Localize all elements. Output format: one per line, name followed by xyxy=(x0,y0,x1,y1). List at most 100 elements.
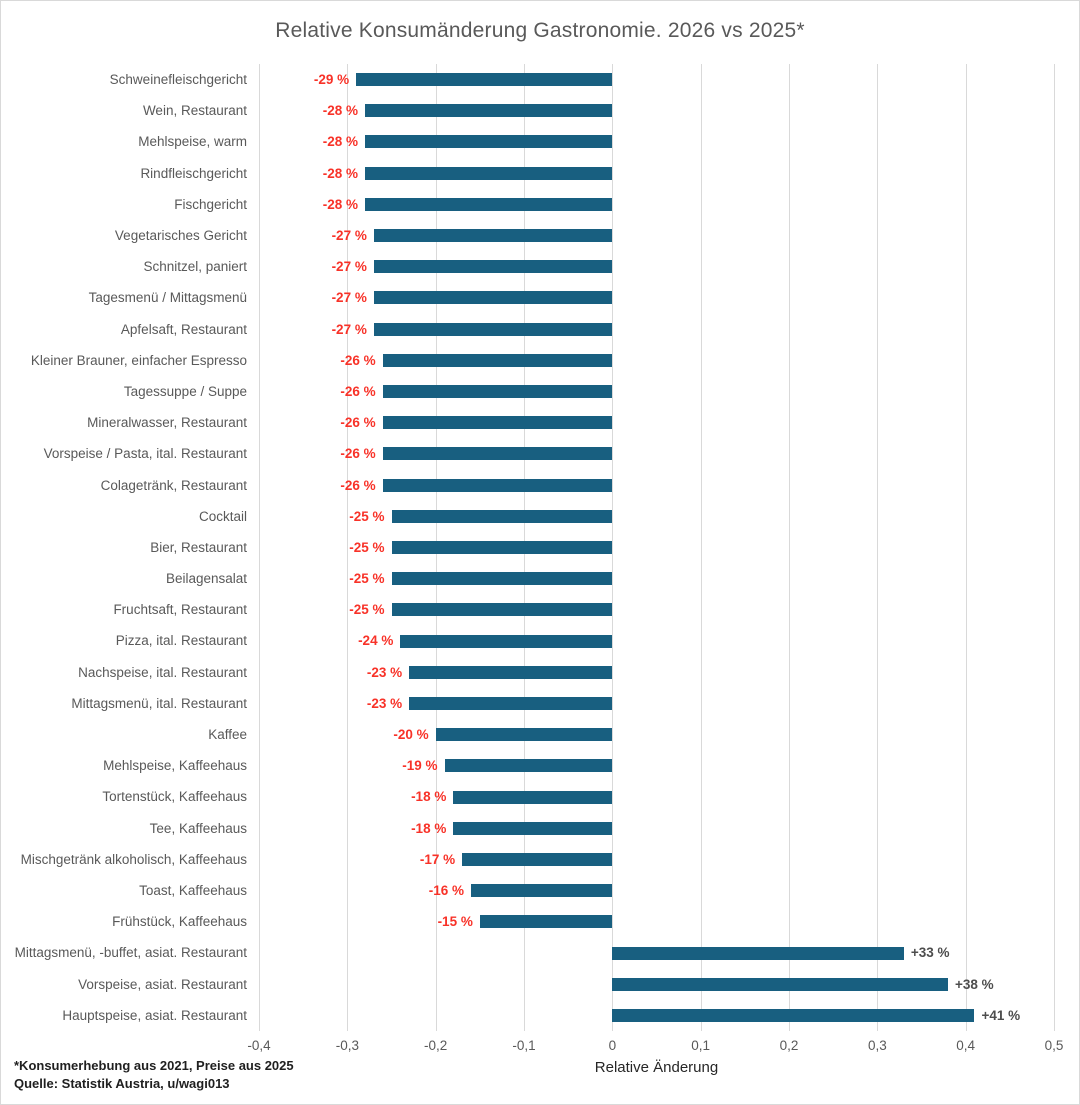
category-label: Mehlspeise, warm xyxy=(138,134,247,150)
category-label: Pizza, ital. Restaurant xyxy=(115,633,247,649)
value-label: -27 % xyxy=(331,290,367,306)
gridline xyxy=(347,64,349,1031)
bar xyxy=(471,884,613,898)
category-label: Mittagsmenü, ital. Restaurant xyxy=(71,695,247,711)
bar xyxy=(382,447,613,461)
gridline xyxy=(1054,64,1055,1031)
x-axis-label: Relative Änderung xyxy=(594,1059,719,1076)
value-label: -23 % xyxy=(366,695,403,711)
x-tick-label: -0,2 xyxy=(424,1038,448,1053)
category-label: Tagessuppe / Suppe xyxy=(123,383,247,399)
value-label: -25 % xyxy=(349,571,385,587)
category-label: Vorspeise / Pasta, ital. Restaurant xyxy=(43,446,247,462)
x-tick-label: 0,1 xyxy=(691,1038,711,1053)
category-label: Fruchtsaft, Restaurant xyxy=(113,602,247,618)
value-label: -17 % xyxy=(419,851,456,867)
chart-title: Relative Konsumänderung Gastronomie. 202… xyxy=(275,19,805,42)
bar xyxy=(382,416,613,430)
x-tick-label: 0,5 xyxy=(1044,1038,1064,1053)
bar xyxy=(453,821,613,835)
value-label: -28 % xyxy=(322,134,358,150)
gridline xyxy=(700,64,702,1031)
x-tick-label: 0,4 xyxy=(956,1038,976,1053)
value-label: -20 % xyxy=(393,727,429,743)
category-label: Schweinefleischgericht xyxy=(109,72,247,87)
footnote-line-1: *Konsumerhebung aus 2021, Preise aus 202… xyxy=(14,1058,294,1073)
value-label: -18 % xyxy=(411,789,447,805)
bar xyxy=(612,1008,975,1022)
value-label: -27 % xyxy=(331,321,367,337)
bar xyxy=(435,728,613,742)
bar xyxy=(365,135,613,149)
category-label: Schnitzel, paniert xyxy=(143,259,247,275)
x-tick-label: 0,2 xyxy=(779,1038,799,1053)
bar xyxy=(365,104,613,118)
value-label: -26 % xyxy=(340,415,376,431)
bar xyxy=(373,322,613,336)
bar xyxy=(612,946,904,960)
bar xyxy=(382,353,613,367)
bar xyxy=(365,166,613,180)
category-label: Toast, Kaffeehaus xyxy=(139,883,247,899)
category-label: Mittagsmenü, -buffet, asiat. Restaurant xyxy=(14,945,247,961)
bar xyxy=(391,572,613,586)
bar xyxy=(462,852,613,866)
category-label: Rindfleischgericht xyxy=(140,165,247,181)
value-label: -25 % xyxy=(349,508,385,524)
bar xyxy=(391,603,613,617)
category-label: Mineralwasser, Restaurant xyxy=(87,415,247,431)
gridline xyxy=(877,64,879,1031)
category-label: Vorspeise, asiat. Restaurant xyxy=(78,976,247,992)
category-label: Tagesmenü / Mittagsmenü xyxy=(88,290,247,306)
value-label: -24 % xyxy=(358,633,394,649)
value-label: -28 % xyxy=(322,165,358,181)
value-label: -28 % xyxy=(322,103,358,119)
bar xyxy=(373,260,613,274)
gridline xyxy=(789,64,790,1031)
value-label: -28 % xyxy=(322,196,358,212)
bar xyxy=(391,541,613,554)
value-label: -27 % xyxy=(331,227,367,243)
category-label: Bier, Restaurant xyxy=(150,539,247,555)
value-label: +38 % xyxy=(955,976,994,992)
bar xyxy=(391,509,613,523)
value-label: -26 % xyxy=(340,477,376,493)
bar xyxy=(612,977,948,991)
category-label: Tortenstück, Kaffeehaus xyxy=(102,789,247,805)
value-label: +33 % xyxy=(910,945,950,961)
footnote-line-2: Quelle: Statistik Austria, u/wagi013 xyxy=(14,1076,230,1091)
bar xyxy=(453,790,613,804)
bar xyxy=(365,197,613,211)
bar xyxy=(382,478,613,492)
bar xyxy=(409,696,613,710)
category-label: Colagetränk, Restaurant xyxy=(100,477,247,493)
category-label: Frühstück, Kaffeehaus xyxy=(112,914,247,930)
x-tick-label: -0,3 xyxy=(335,1038,359,1053)
footnote: *Konsumerhebung aus 2021, Preise aus 202… xyxy=(14,1057,294,1093)
value-label: -27 % xyxy=(331,259,367,275)
x-tick-label: -0,4 xyxy=(247,1038,271,1053)
category-label: Vegetarisches Gericht xyxy=(114,227,247,243)
bar xyxy=(373,229,613,243)
category-label: Kleiner Brauner, einfacher Espresso xyxy=(30,352,247,368)
category-label: Tee, Kaffeehaus xyxy=(149,820,247,836)
bar xyxy=(409,665,613,679)
bar xyxy=(479,915,613,929)
value-label: -26 % xyxy=(340,446,376,462)
bar xyxy=(373,291,613,305)
value-label: -25 % xyxy=(349,602,385,618)
category-label: Kaffee xyxy=(208,727,247,743)
value-label: -19 % xyxy=(402,758,438,774)
x-tick-label: 0 xyxy=(608,1038,617,1053)
category-label: Nachspeise, ital. Restaurant xyxy=(78,664,247,680)
category-label: Wein, Restaurant xyxy=(142,103,247,119)
gridline xyxy=(965,64,967,1031)
category-label: Hauptspeise, asiat. Restaurant xyxy=(62,1007,247,1023)
value-label: -15 % xyxy=(437,914,473,930)
bar xyxy=(444,759,613,773)
value-label: -26 % xyxy=(340,352,376,368)
category-label: Mischgetränk alkoholisch, Kaffeehaus xyxy=(20,851,247,867)
category-label: Mehlspeise, Kaffeehaus xyxy=(103,758,247,774)
value-label: -23 % xyxy=(366,664,403,680)
